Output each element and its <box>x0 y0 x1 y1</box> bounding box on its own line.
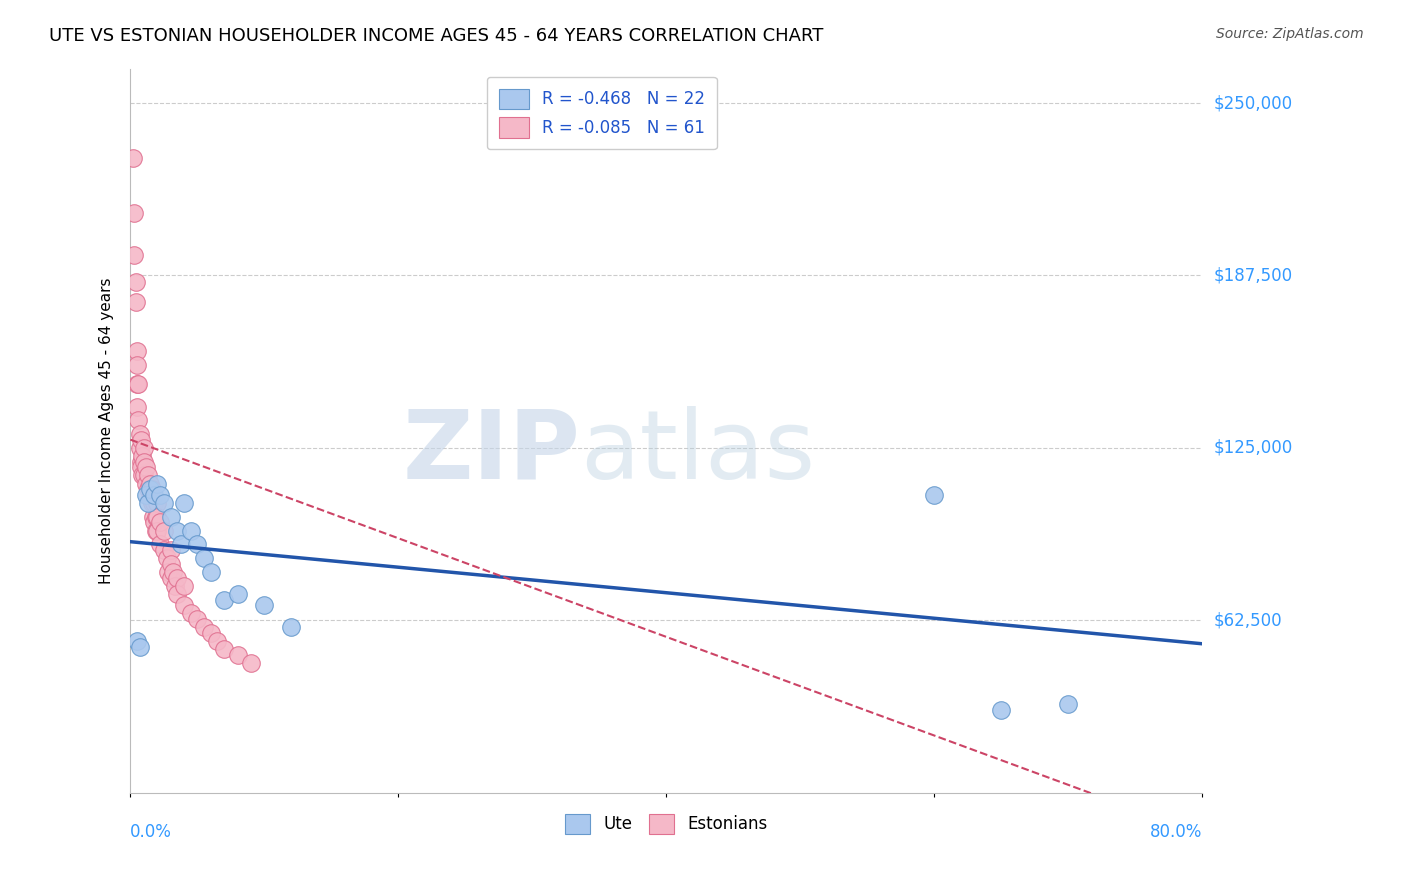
Point <box>200 565 222 579</box>
Point <box>124 206 146 220</box>
Point <box>146 476 169 491</box>
Point <box>990 703 1012 717</box>
Point <box>146 496 169 510</box>
Point <box>173 598 195 612</box>
Point <box>129 460 152 475</box>
Point <box>139 491 162 505</box>
Text: atlas: atlas <box>581 406 815 499</box>
Point <box>153 543 176 558</box>
Text: 80.0%: 80.0% <box>1150 823 1202 841</box>
Point <box>135 476 157 491</box>
Y-axis label: Householder Income Ages 45 - 64 years: Householder Income Ages 45 - 64 years <box>100 277 114 584</box>
Point <box>146 524 169 538</box>
Point <box>139 483 162 497</box>
Point <box>186 537 208 551</box>
Point <box>153 496 176 510</box>
Point <box>1057 698 1080 712</box>
Point <box>136 496 159 510</box>
Point <box>166 570 188 584</box>
Point <box>135 460 157 475</box>
Point <box>128 441 150 455</box>
Point <box>149 488 172 502</box>
Point <box>125 276 148 290</box>
Point <box>128 427 150 442</box>
Point <box>139 476 162 491</box>
Point <box>186 612 208 626</box>
Point <box>127 377 149 392</box>
Point <box>132 468 155 483</box>
Point <box>200 625 222 640</box>
Point <box>207 634 229 648</box>
Point <box>125 400 148 414</box>
Point <box>280 620 302 634</box>
Point <box>131 468 153 483</box>
Point <box>156 565 179 579</box>
Point <box>142 509 165 524</box>
Point <box>143 496 166 510</box>
Point <box>149 537 172 551</box>
Text: Source: ZipAtlas.com: Source: ZipAtlas.com <box>1216 27 1364 41</box>
Point <box>159 570 181 584</box>
Point <box>166 524 188 538</box>
Point <box>239 656 262 670</box>
Text: $250,000: $250,000 <box>1213 94 1292 112</box>
Point <box>212 642 235 657</box>
Point <box>143 488 166 502</box>
Point <box>253 598 276 612</box>
Point <box>166 587 188 601</box>
Point <box>128 640 150 654</box>
Point <box>149 516 172 530</box>
Point <box>125 344 148 359</box>
Point <box>159 509 181 524</box>
Point <box>125 377 148 392</box>
Point <box>132 441 155 455</box>
Text: $125,000: $125,000 <box>1213 439 1292 457</box>
Point <box>173 579 195 593</box>
Point <box>142 488 165 502</box>
Text: UTE VS ESTONIAN HOUSEHOLDER INCOME AGES 45 - 64 YEARS CORRELATION CHART: UTE VS ESTONIAN HOUSEHOLDER INCOME AGES … <box>49 27 824 45</box>
Point <box>170 537 193 551</box>
Legend: Ute, Estonians: Ute, Estonians <box>557 805 776 842</box>
Point <box>153 524 176 538</box>
Point <box>131 449 153 463</box>
Point <box>922 488 945 502</box>
Point <box>173 496 195 510</box>
Point <box>145 524 167 538</box>
Point <box>136 468 159 483</box>
Point <box>141 483 163 497</box>
Point <box>155 551 177 566</box>
Point <box>163 579 186 593</box>
Point <box>132 455 155 469</box>
Point <box>141 496 163 510</box>
Point <box>162 565 184 579</box>
Text: ZIP: ZIP <box>402 406 581 499</box>
Point <box>193 620 215 634</box>
Text: $62,500: $62,500 <box>1213 611 1282 630</box>
Point <box>226 648 249 662</box>
Text: 0.0%: 0.0% <box>131 823 172 841</box>
Point <box>159 543 181 558</box>
Text: $187,500: $187,500 <box>1213 267 1292 285</box>
Point <box>129 455 152 469</box>
Point <box>125 294 148 309</box>
Point <box>122 151 145 165</box>
Point <box>124 248 146 262</box>
Point <box>212 592 235 607</box>
Point <box>193 551 215 566</box>
Point <box>125 634 148 648</box>
Point <box>136 483 159 497</box>
Point <box>143 516 166 530</box>
Point <box>125 358 148 372</box>
Point <box>127 413 149 427</box>
Point <box>135 488 157 502</box>
Point <box>180 607 202 621</box>
Point <box>129 433 152 447</box>
Point <box>180 524 202 538</box>
Point <box>226 587 249 601</box>
Point <box>159 557 181 571</box>
Point <box>146 509 169 524</box>
Point <box>145 509 167 524</box>
